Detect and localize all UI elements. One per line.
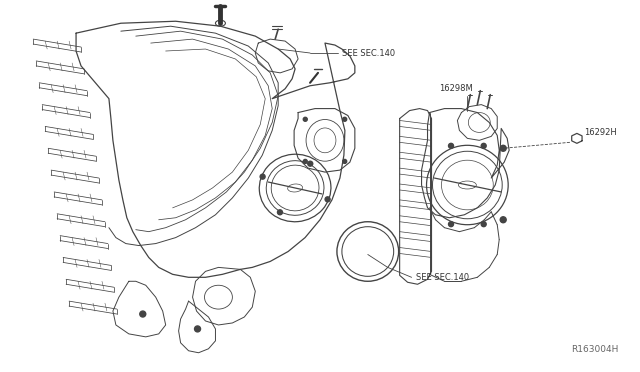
Circle shape xyxy=(500,217,506,223)
Circle shape xyxy=(342,117,347,121)
Circle shape xyxy=(500,145,506,151)
Text: 16298M: 16298M xyxy=(440,84,473,93)
Circle shape xyxy=(260,174,265,179)
Text: SEE SEC.140: SEE SEC.140 xyxy=(415,273,468,282)
Circle shape xyxy=(481,143,486,148)
Circle shape xyxy=(278,210,282,215)
Text: SEE SEC.140: SEE SEC.140 xyxy=(342,48,395,58)
Circle shape xyxy=(308,161,313,166)
Circle shape xyxy=(449,143,454,148)
Circle shape xyxy=(140,311,146,317)
Circle shape xyxy=(195,326,200,332)
Circle shape xyxy=(342,160,347,163)
Circle shape xyxy=(481,222,486,227)
Circle shape xyxy=(325,197,330,202)
Circle shape xyxy=(303,117,307,121)
Text: 16292H: 16292H xyxy=(584,128,616,137)
Circle shape xyxy=(303,160,307,163)
Text: R163004H: R163004H xyxy=(572,345,619,354)
Circle shape xyxy=(449,222,454,227)
